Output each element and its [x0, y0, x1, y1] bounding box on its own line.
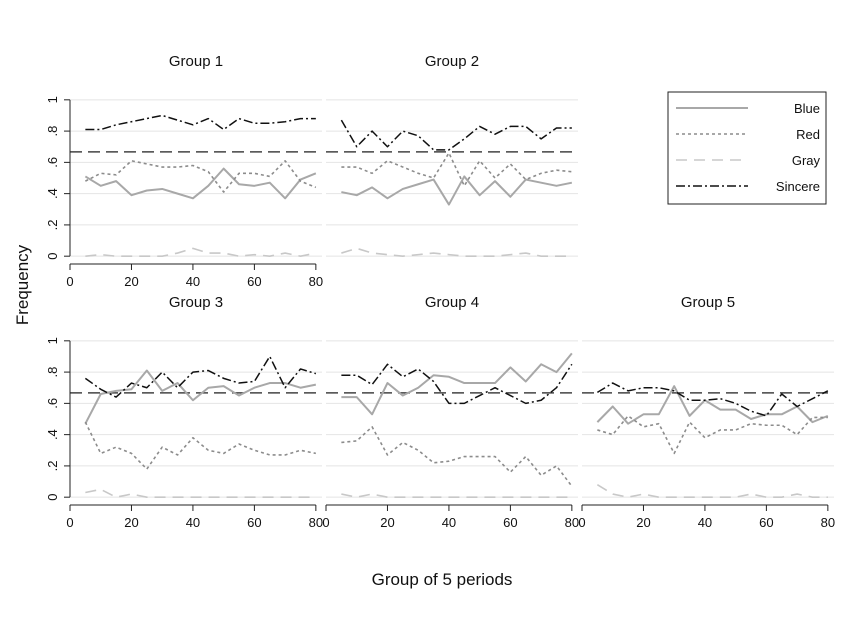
- x-tick-label: 40: [186, 274, 200, 289]
- y-tick-label: 1: [45, 96, 60, 103]
- legend-label: Gray: [792, 153, 821, 168]
- x-tick-label: 40: [698, 515, 712, 530]
- legend-label: Red: [796, 127, 820, 142]
- legend: Blue Red Gray Sincere: [667, 91, 827, 205]
- y-axis-title: Frequency: [13, 244, 32, 325]
- series-line-sincere: [596, 382, 829, 417]
- panels-layer: Group 1 0 .2 .4 .6 .8 1 0 20 40 60 80 Group 2 Group 3…: [45, 53, 835, 530]
- series-line-gray: [341, 493, 572, 498]
- series-line-gray: [85, 488, 316, 498]
- panel-title: Group 3: [169, 294, 223, 311]
- panel-4: Group 4 0 20 40 60 80: [322, 294, 579, 530]
- x-tick-label: 60: [247, 274, 261, 289]
- series-line-sincere: [84, 355, 317, 398]
- panel-title: Group 2: [425, 53, 479, 70]
- x-tick-label: 80: [309, 274, 323, 289]
- legend-label: Blue: [794, 101, 820, 116]
- y-tick-label: .2: [45, 219, 60, 230]
- x-tick-label: 60: [759, 515, 773, 530]
- series-line-sincere: [340, 119, 572, 151]
- y-tick-label: 1: [45, 337, 60, 344]
- y-tick-label: .8: [45, 126, 60, 137]
- x-tick-label: 40: [186, 515, 200, 530]
- x-tick-label: 0: [66, 515, 73, 530]
- legend-label: Sincere: [776, 179, 820, 194]
- series-line-gray: [596, 483, 828, 498]
- x-axis-title: Group of 5 periods: [372, 570, 513, 589]
- panel-title: Group 4: [425, 294, 479, 311]
- series-line-sincere: [341, 363, 573, 405]
- x-tick-label: 20: [636, 515, 650, 530]
- y-tick-label: .4: [45, 188, 60, 199]
- y-tick-label: .2: [45, 460, 60, 471]
- panel-2: Group 2: [326, 53, 578, 257]
- x-tick-label: 0: [322, 515, 329, 530]
- series-line-red: [85, 160, 317, 193]
- y-tick-label: 0: [45, 253, 60, 260]
- panel-5: Group 5 0 20 40 60 80: [578, 294, 835, 530]
- x-tick-label: 80: [565, 515, 579, 530]
- panel-3: Group 3 0 .2 .4 .6 .8 1 0 20 40 60 80: [45, 294, 323, 530]
- x-tick-label: 60: [503, 515, 517, 530]
- x-tick-label: 0: [578, 515, 585, 530]
- x-tick-label: 80: [309, 515, 323, 530]
- y-tick-label: .6: [45, 157, 60, 168]
- y-tick-label: .6: [45, 398, 60, 409]
- series-line-blue: [84, 167, 317, 200]
- x-tick-label: 20: [124, 515, 138, 530]
- series-line-red: [341, 152, 572, 187]
- x-tick-label: 40: [442, 515, 456, 530]
- panel-1: Group 1 0 .2 .4 .6 .8 1 0 20 40 60 80: [45, 53, 323, 289]
- x-tick-label: 20: [124, 274, 138, 289]
- x-tick-label: 0: [66, 274, 73, 289]
- panel-title: Group 1: [169, 53, 223, 70]
- y-tick-label: 0: [45, 494, 60, 501]
- y-tick-label: .4: [45, 429, 60, 440]
- series-line-red: [597, 415, 828, 455]
- series-line-blue: [341, 175, 573, 206]
- y-tick-label: .8: [45, 367, 60, 378]
- series-line-gray: [341, 247, 572, 257]
- x-tick-label: 80: [821, 515, 835, 530]
- x-tick-label: 60: [247, 515, 261, 530]
- series-line-blue: [341, 352, 573, 416]
- x-tick-label: 20: [380, 515, 394, 530]
- panel-title: Group 5: [681, 294, 735, 311]
- series-line-blue: [596, 385, 829, 425]
- series-line-gray: [85, 247, 317, 257]
- series-line-sincere: [85, 114, 316, 131]
